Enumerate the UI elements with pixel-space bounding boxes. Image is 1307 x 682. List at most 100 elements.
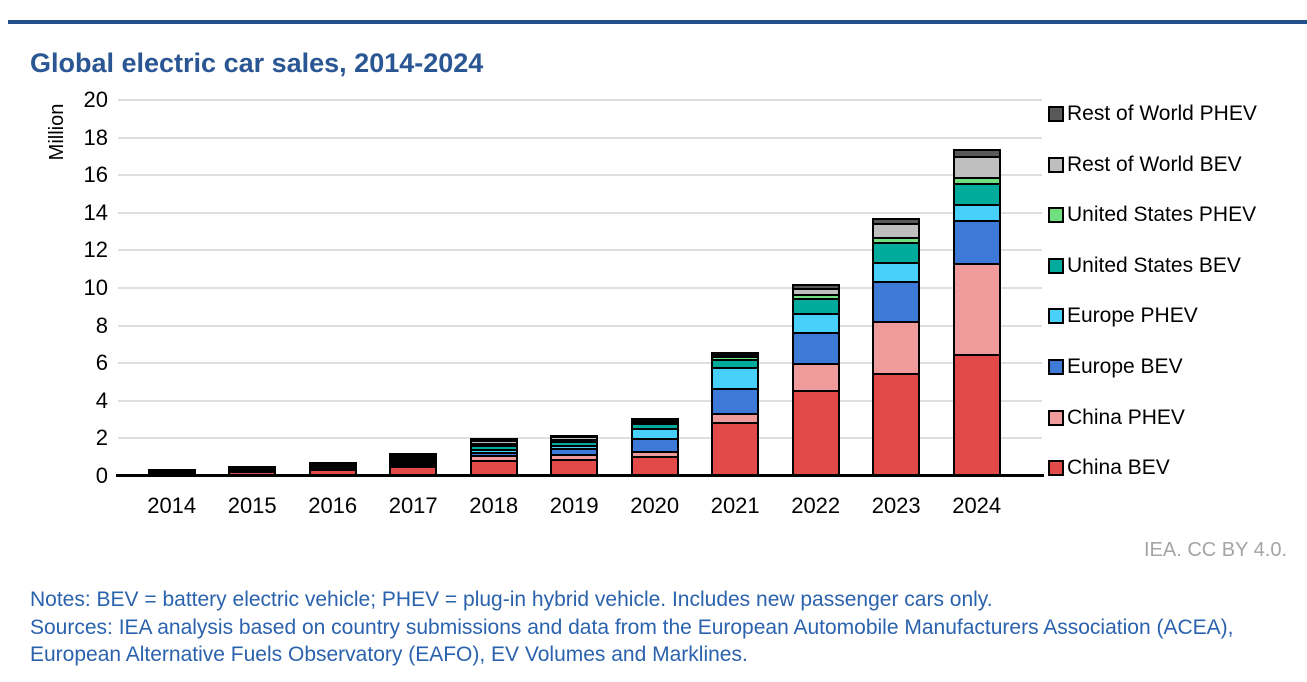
legend-item: China BEV <box>1048 456 1170 480</box>
bar-segment <box>632 428 677 439</box>
segment-divider <box>632 455 677 458</box>
segment-divider <box>713 367 758 370</box>
bar-segment <box>552 459 597 474</box>
bar-segment <box>874 238 919 243</box>
bar-segment <box>552 437 597 441</box>
legend-item: Rest of World PHEV <box>1048 102 1257 126</box>
segment-divider <box>632 451 677 454</box>
page-title: Global electric car sales, 2014-2024 <box>30 48 484 79</box>
bar-segment <box>713 423 758 474</box>
notes-line: Notes: BEV = battery electric vehicle; P… <box>30 588 993 611</box>
segment-divider <box>391 456 436 459</box>
header-rule <box>8 20 1307 24</box>
legend-label: Europe PHEV <box>1067 304 1198 328</box>
segment-divider <box>632 438 677 440</box>
legend-swatch-icon <box>1048 460 1064 477</box>
bar-segment <box>954 221 999 265</box>
legend-item: United States BEV <box>1048 254 1241 278</box>
bar-segment <box>552 449 597 456</box>
legend-item: United States PHEV <box>1048 203 1256 227</box>
bar-segment <box>471 449 516 453</box>
bar-segment <box>713 389 758 414</box>
y-axis-tick-label: 2 <box>95 425 108 451</box>
stacked-bar-2020 <box>630 418 679 476</box>
y-axis-tick-label: 12 <box>83 237 108 263</box>
legend-swatch-icon <box>1048 207 1064 224</box>
bar-segment <box>954 150 999 158</box>
bar-segment <box>632 452 677 457</box>
segment-divider <box>310 468 355 471</box>
bar-segment <box>471 456 516 461</box>
segment-divider <box>391 465 436 468</box>
bar-segment <box>793 313 838 334</box>
bar-segment <box>793 286 838 289</box>
legend-label: China PHEV <box>1067 405 1185 429</box>
y-axis-tick-label: 20 <box>83 87 108 112</box>
bar-segment <box>874 224 919 239</box>
segment-divider <box>149 470 194 473</box>
segment-divider <box>954 263 999 266</box>
segment-divider <box>713 388 758 391</box>
bar-segment <box>954 355 999 474</box>
segment-divider <box>874 373 919 376</box>
y-axis-tick-label: 10 <box>83 275 108 300</box>
segment-divider <box>632 422 677 425</box>
segment-divider <box>471 442 516 445</box>
bar-segment <box>874 242 919 263</box>
attribution-text: IEA. CC BY 4.0. <box>1143 539 1287 561</box>
stacked-bar-2023 <box>872 218 921 476</box>
legend-swatch-icon <box>1048 106 1064 122</box>
y-axis-tick-label: 8 <box>95 312 108 338</box>
segment-divider <box>874 241 919 244</box>
bar-segment <box>552 445 597 450</box>
stacked-bar-2022 <box>791 284 840 476</box>
bar-segment <box>874 281 919 323</box>
segment-divider <box>552 448 597 451</box>
stacked-bar-2018 <box>469 438 518 476</box>
bar-segment <box>391 462 436 466</box>
segment-divider <box>471 444 516 447</box>
legend-item: China PHEV <box>1048 406 1185 430</box>
segment-divider <box>793 312 838 315</box>
bar-segment <box>954 264 999 356</box>
x-axis-tick-label: 2021 <box>710 493 760 518</box>
segment-divider <box>310 469 355 472</box>
segment-divider <box>713 359 758 362</box>
bar-segment <box>471 443 516 446</box>
gridline <box>118 249 1042 252</box>
segment-divider <box>954 354 999 357</box>
bar-segment <box>471 445 516 450</box>
x-axis-tick-label: 2022 <box>791 493 841 518</box>
y-axis-tick-label: 4 <box>95 387 108 413</box>
x-axis-tick-label: 2020 <box>630 493 680 518</box>
segment-divider <box>874 237 919 240</box>
bar-segment <box>713 357 758 361</box>
x-axis-tick-label: 2016 <box>308 493 358 518</box>
gridline <box>118 211 1042 214</box>
bar-segment <box>552 441 597 446</box>
legend-label: United States BEV <box>1067 253 1241 277</box>
plot-area: 0 2 4 6 8 10 12 14 16 18 20 Million 2014 2015 2016 2017… <box>46 87 1044 518</box>
bar-segment <box>874 374 919 474</box>
gridline <box>118 324 1042 327</box>
segment-divider <box>793 288 838 290</box>
legend-swatch-icon <box>1048 308 1064 325</box>
segment-divider <box>954 203 999 206</box>
x-axis-tick-label: 2024 <box>952 493 1002 518</box>
bar-segment <box>874 322 919 375</box>
segment-divider <box>552 439 597 442</box>
footnotes: Notes: BEV = battery electric vehicle; P… <box>30 586 1280 669</box>
gridline <box>118 136 1042 139</box>
legend-swatch-icon <box>1048 257 1064 274</box>
segment-divider <box>230 470 275 473</box>
bar-segment <box>793 391 838 474</box>
bar-segment <box>713 355 758 358</box>
segment-divider <box>552 454 597 457</box>
stacked-bar-2015 <box>228 465 277 476</box>
bar-segment <box>552 455 597 460</box>
legend-label: United States PHEV <box>1067 203 1257 227</box>
stacked-bar-2019 <box>550 434 599 476</box>
segment-divider <box>954 156 999 159</box>
gridline <box>118 287 1042 289</box>
segment-divider <box>471 451 516 454</box>
